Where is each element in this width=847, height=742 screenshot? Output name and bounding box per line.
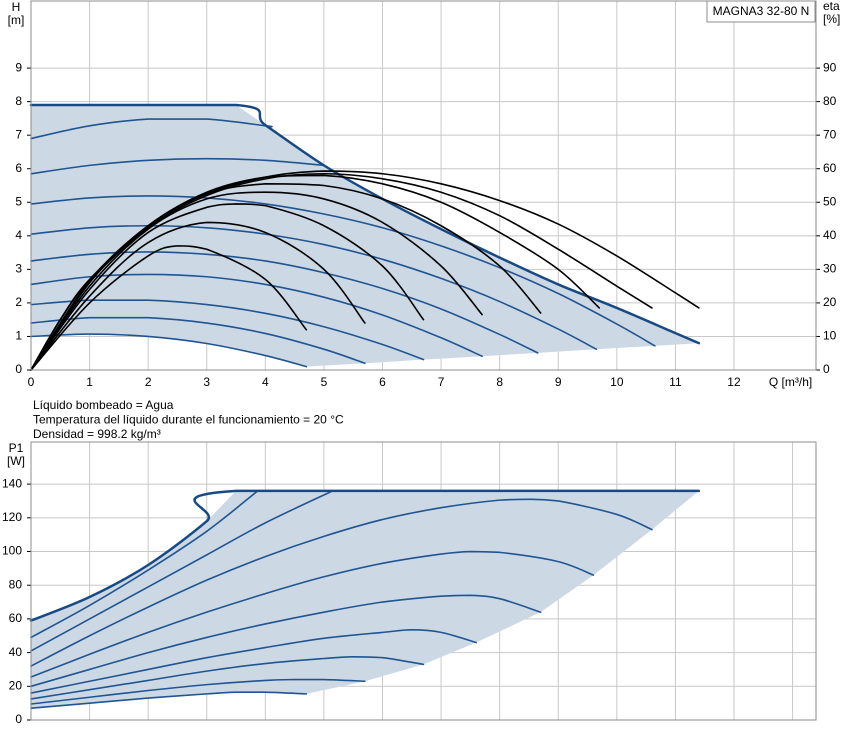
efficiency-curve xyxy=(30,191,483,371)
efficiency-curve xyxy=(30,245,308,371)
model-name: MAGNA3 32-80 N xyxy=(713,4,810,18)
y2-tick-label: 70 xyxy=(823,127,837,141)
head-curve xyxy=(30,224,598,351)
y-tick-label: 140 xyxy=(2,476,22,490)
power-curve xyxy=(30,678,366,705)
x-tick-label: 3 xyxy=(203,375,210,389)
x-tick-label: 7 xyxy=(438,375,445,389)
y2-tick-label: 90 xyxy=(823,60,837,74)
model-box xyxy=(706,0,816,23)
y2-axis-title: eta xyxy=(823,0,840,13)
y-tick-label: 120 xyxy=(2,510,22,524)
y-tick-label: 5 xyxy=(15,194,22,208)
x-tick-label: 12 xyxy=(727,375,741,389)
y2-tick-label: 40 xyxy=(823,228,837,242)
y-tick-label: 6 xyxy=(15,161,22,175)
y-tick-label: 2 xyxy=(15,295,22,309)
power-curve xyxy=(30,490,334,652)
y-tick-label: 7 xyxy=(15,127,22,141)
y-tick-label: 60 xyxy=(9,611,23,625)
y2-tick-label: 30 xyxy=(823,262,837,276)
y-tick-label: 0 xyxy=(15,712,22,726)
x-tick-label: 5 xyxy=(321,375,328,389)
operating-area xyxy=(31,490,699,709)
power-curve xyxy=(30,490,259,639)
y-tick-label: 20 xyxy=(9,678,23,692)
x-tick-label: 6 xyxy=(379,375,386,389)
head-curve xyxy=(30,333,308,368)
power-curve xyxy=(29,489,701,622)
head-curve xyxy=(30,195,656,347)
x-tick-label: 10 xyxy=(610,375,624,389)
x-tick-label: 0 xyxy=(28,375,35,389)
y-tick-label: 9 xyxy=(15,60,22,74)
x-tick-label: 2 xyxy=(145,375,152,389)
y2-tick-label: 0 xyxy=(823,362,830,376)
head-curve xyxy=(29,103,701,345)
power-curve xyxy=(30,629,478,694)
note: Temperatura del líquido durante el funci… xyxy=(33,413,344,427)
y2-tick-label: 10 xyxy=(823,329,837,343)
x-axis-title: Q [m³/h] xyxy=(769,375,812,389)
y-tick-label: 8 xyxy=(15,94,22,108)
x-tick-label: 9 xyxy=(555,375,562,389)
y-axis-unit: [m] xyxy=(8,13,25,27)
power-curve xyxy=(30,550,595,678)
y-axis-title: H xyxy=(12,0,21,14)
y2-tick-label: 80 xyxy=(823,94,837,108)
y-tick-label: 3 xyxy=(15,262,22,276)
power-curve xyxy=(30,691,308,710)
head-curve xyxy=(30,316,366,365)
plot-frame xyxy=(30,0,817,371)
x-tick-label: 4 xyxy=(262,375,269,389)
y2-axis-unit: [%] xyxy=(823,12,840,26)
note: Densidad = 998.2 kg/m³ xyxy=(33,427,161,441)
y-tick-label: 4 xyxy=(15,228,22,242)
power-curve xyxy=(30,594,542,688)
y-tick-label: 80 xyxy=(9,577,23,591)
y-axis-title: P1 xyxy=(9,441,24,455)
y-tick-label: 1 xyxy=(15,329,22,343)
power-curve xyxy=(30,656,425,700)
power-curve xyxy=(30,498,653,667)
x-tick-label: 8 xyxy=(496,375,503,389)
head-curve xyxy=(30,273,483,358)
y-tick-label: 100 xyxy=(2,544,22,558)
efficiency-curve xyxy=(30,183,542,371)
y-tick-label: 40 xyxy=(9,645,23,659)
x-tick-label: 11 xyxy=(669,375,682,389)
efficiency-curve xyxy=(30,221,366,371)
plot-frame xyxy=(30,441,817,721)
y2-tick-label: 20 xyxy=(823,295,837,309)
head-curve xyxy=(30,299,425,361)
y2-tick-label: 60 xyxy=(823,161,837,175)
y-tick-label: 0 xyxy=(15,362,22,376)
head-curve xyxy=(30,157,325,175)
x-tick-label: 1 xyxy=(86,375,93,389)
y-axis-unit: [W] xyxy=(7,454,25,468)
efficiency-curve xyxy=(30,203,425,371)
note: Líquido bombeado = Agua xyxy=(33,398,174,412)
y2-tick-label: 50 xyxy=(823,194,837,208)
